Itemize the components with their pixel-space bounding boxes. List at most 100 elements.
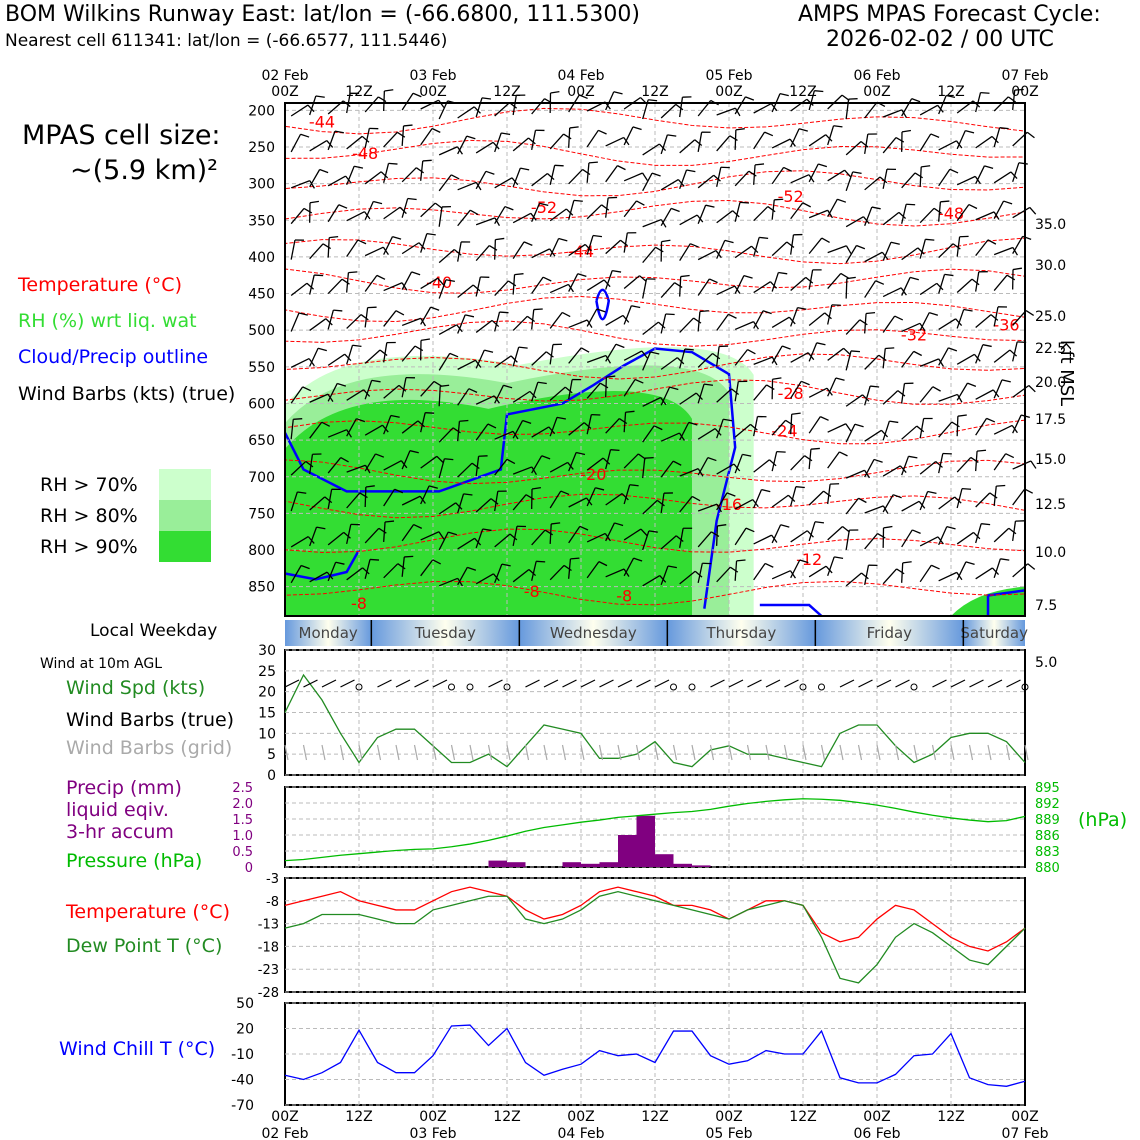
wind-barb-flag [902, 561, 912, 564]
wind-barb [531, 98, 546, 115]
wind-barb-grid [580, 744, 585, 761]
wind-barb [586, 457, 604, 471]
wind-barb-grid [987, 744, 992, 761]
wind-barb [346, 272, 350, 293]
wind-barb [845, 530, 850, 551]
wind-barb [494, 385, 505, 404]
wind-barb [309, 95, 317, 116]
wind-barb [679, 348, 686, 369]
wind-barb [457, 181, 477, 191]
wind-barb [420, 380, 435, 397]
wind-barb-flag [338, 204, 348, 209]
wind-barb-flag [846, 276, 856, 280]
wind-barb-flag [820, 416, 829, 421]
wind-barb [642, 143, 660, 156]
weekday-segment [667, 620, 816, 646]
wind-barb-flag [717, 524, 727, 527]
wind-barb-flag [916, 425, 925, 433]
wind-barb [808, 163, 819, 183]
wind-barb [697, 383, 705, 404]
legend-rh80-swatch [159, 500, 211, 531]
wind-barb [549, 283, 569, 294]
wind-barb-flag [731, 388, 740, 395]
wind-barb-flag [968, 203, 978, 210]
pressure-tick-label: 200 [248, 103, 275, 119]
wchill-tick-label: -70 [231, 1098, 254, 1114]
top-time-label: 00Z [271, 84, 298, 100]
wind-barb [309, 243, 324, 260]
wind-barb [457, 241, 462, 262]
wind-barb-flag [973, 531, 981, 540]
wind-barb [679, 422, 690, 441]
wind-barb [993, 306, 999, 327]
wind-barb [697, 503, 718, 512]
wind-barb-flag [821, 237, 830, 244]
wind-barb-flag [404, 555, 414, 558]
wind-barb-flag [468, 388, 478, 393]
wind-barb [512, 95, 517, 116]
wind-barb [383, 460, 402, 471]
wind-barb-flag [897, 390, 906, 397]
wind-barb-flag [932, 386, 941, 392]
wind-barb [771, 345, 783, 364]
wind-barb [734, 499, 754, 510]
wind-barb [605, 165, 618, 183]
wind-barb-true [580, 679, 596, 688]
wind-barb-flag [644, 456, 654, 459]
wind-barb [882, 109, 903, 118]
temp-contour-label: -8 [616, 586, 632, 605]
wind-barb [734, 96, 747, 115]
cloud-outline-small [595, 288, 611, 321]
wind-barb-flag [954, 496, 962, 504]
wind-barb-flag [734, 107, 741, 117]
wind-barb [808, 90, 815, 111]
wind-barb [623, 350, 643, 361]
wind-barb [642, 396, 661, 407]
wind-barb [568, 525, 581, 544]
temp-contour-label: -36 [993, 315, 1019, 334]
wind-barb [1012, 235, 1024, 254]
wind-barb-flag [380, 171, 389, 179]
top-date-label: 06 Feb [853, 68, 900, 84]
wind-barb-flag [399, 206, 407, 215]
weekday-label: Friday [867, 624, 913, 642]
wind-barb [845, 216, 864, 228]
wind-barb-true [599, 679, 614, 688]
wind-barb-flag [929, 312, 939, 316]
wind-barb [364, 128, 370, 149]
temp-contour [284, 528, 1026, 553]
wind-barb-flag [300, 133, 310, 138]
wind-barb [457, 314, 466, 334]
wind-barb [660, 357, 678, 370]
wind-barb-flag [930, 133, 940, 138]
wind-barb-flag [614, 522, 624, 527]
wind-barb-flag [403, 124, 413, 127]
wind-barb-flag [798, 128, 808, 132]
wind-barb [1012, 521, 1017, 542]
wind-barb [901, 562, 904, 583]
wind-barb-flag [507, 280, 517, 287]
wind-barb-flag [445, 279, 455, 282]
wind-barb-flag [801, 380, 810, 386]
wind-barb [623, 412, 627, 433]
wind-barb [383, 310, 397, 327]
wind-barb-flag [450, 174, 460, 180]
wind-barb [975, 389, 994, 400]
wind-barb-true [414, 679, 429, 688]
wind-barb-flag [529, 390, 537, 399]
bottom-time-label: 00Z [419, 1109, 446, 1125]
wind-barb [753, 237, 760, 257]
wind-barb [605, 449, 612, 470]
wind-barb-flag [639, 275, 647, 282]
wind-barb [568, 168, 584, 185]
wind-barb-flag [484, 349, 494, 353]
wind-barb [1012, 488, 1026, 506]
wind-barb-flag [938, 358, 945, 367]
wind-barb-flag [307, 104, 315, 113]
calm-circle [1021, 683, 1029, 691]
temp-tick-label: -23 [258, 963, 279, 978]
wind-barb [642, 321, 659, 335]
wind-barb-flag [917, 247, 925, 255]
temp-contour-label: -40 [426, 273, 452, 292]
cloud-outline-low2 [759, 603, 823, 617]
